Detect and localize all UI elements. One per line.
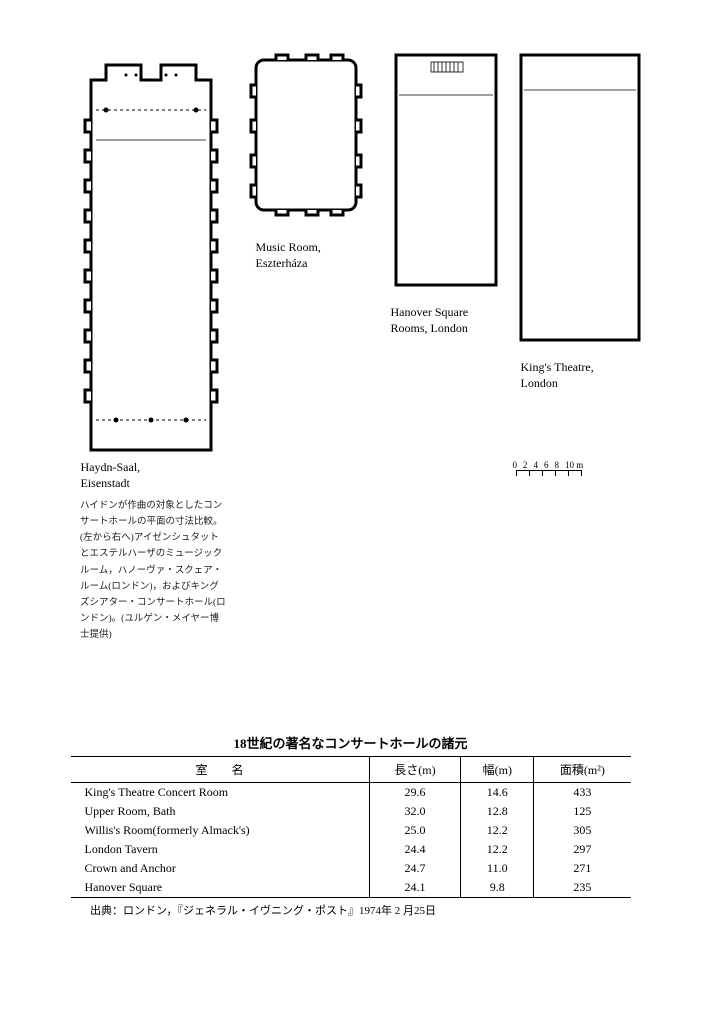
scale-tick: 8 [555,460,560,470]
caption-line: ズシアター・コンサートホール(ロ [80,598,226,608]
cell-value: 25.0 [369,821,461,840]
col-name: 室 名 [71,757,370,783]
cell-name: King's Theatre Concert Room [71,783,370,803]
caption-line: 士提供) [80,630,112,640]
caption-line: ンドン)。(ユルゲン・メイヤー博 [80,614,219,624]
scale-tick: 4 [534,460,539,470]
hall-name: Music Room, [256,240,321,254]
hall-label-3: King's Theatre, London [521,360,594,391]
cell-value: 433 [534,783,631,803]
cell-name: Hanover Square [71,878,370,898]
floorplans-svg [61,40,641,460]
concert-hall-table: 室 名 長さ(m) 幅(m) 面積(m²) King's Theatre Con… [71,756,631,898]
table-source: 出典：ロンドン，『ジェネラル・イヴニング・ポスト』1974年 2 月25日 [90,902,641,918]
scale-tick: 0 [513,460,518,470]
cell-value: 297 [534,840,631,859]
cell-name: Willis's Room(formerly Almack's) [71,821,370,840]
caption-line: サートホールの平面の寸法比較。 [80,517,223,527]
caption-line: とエステルハーザのミュージック [80,549,222,559]
hall-name: Rooms, London [391,321,468,335]
cell-value: 11.0 [461,859,534,878]
cell-name: London Tavern [71,840,370,859]
cell-value: 125 [534,802,631,821]
hall-label-2: Hanover Square Rooms, London [391,305,469,336]
cell-value: 12.2 [461,821,534,840]
hall-name: Eisenstadt [81,476,130,490]
table-row: Willis's Room(formerly Almack's)25.012.2… [71,821,631,840]
hall-name: Haydn-Saal, [81,460,141,474]
caption-line: (左から右へ)アイゼンシュタット [80,533,219,543]
cell-value: 24.7 [369,859,461,878]
caption-line: ハイドンが作曲の対象としたコン [80,501,222,511]
table-row: Crown and Anchor24.711.0271 [71,859,631,878]
cell-value: 9.8 [461,878,534,898]
cell-value: 32.0 [369,802,461,821]
cell-name: Crown and Anchor [71,859,370,878]
col-length: 長さ(m) [369,757,461,783]
caption-line: ルーム，ハノーヴァ・スクェア・ [80,566,222,576]
scale-tick: 2 [523,460,528,470]
scale-tick: 10 m [565,460,583,470]
cell-value: 12.8 [461,802,534,821]
hall-name: King's Theatre, [521,360,594,374]
hall-label-1: Music Room, Eszterháza [256,240,321,271]
col-area: 面積(m²) [534,757,631,783]
scale-tick: 6 [544,460,549,470]
table-row: King's Theatre Concert Room29.614.6433 [71,783,631,803]
table-row: Upper Room, Bath32.012.8125 [71,802,631,821]
cell-name: Upper Room, Bath [71,802,370,821]
cell-value: 14.6 [461,783,534,803]
table-row: Hanover Square24.19.8235 [71,878,631,898]
hall-label-0: Haydn-Saal, Eisenstadt [81,460,141,491]
cell-value: 29.6 [369,783,461,803]
scale-bar: 0 2 4 6 8 10 m [516,460,584,476]
cell-value: 12.2 [461,840,534,859]
table-header-row: 室 名 長さ(m) 幅(m) 面積(m²) [71,757,631,783]
diagram-caption: ハイドンが作曲の対象としたコン サートホールの平面の寸法比較。 (左から右へ)ア… [80,498,250,643]
cell-value: 235 [534,878,631,898]
hall-name: Hanover Square [391,305,469,319]
table-title: 18世紀の著名なコンサートホールの諸元 [60,733,641,752]
cell-value: 271 [534,859,631,878]
caption-line: ルーム(ロンドン)，およびキング [80,582,219,592]
hall-name: Eszterháza [256,256,308,270]
cell-value: 24.1 [369,878,461,898]
floorplan-diagram: Haydn-Saal, Eisenstadt Music Room, Eszte… [61,40,641,480]
cell-value: 24.4 [369,840,461,859]
cell-value: 305 [534,821,631,840]
table-row: London Tavern24.412.2297 [71,840,631,859]
col-width: 幅(m) [461,757,534,783]
hall-name: London [521,376,558,390]
